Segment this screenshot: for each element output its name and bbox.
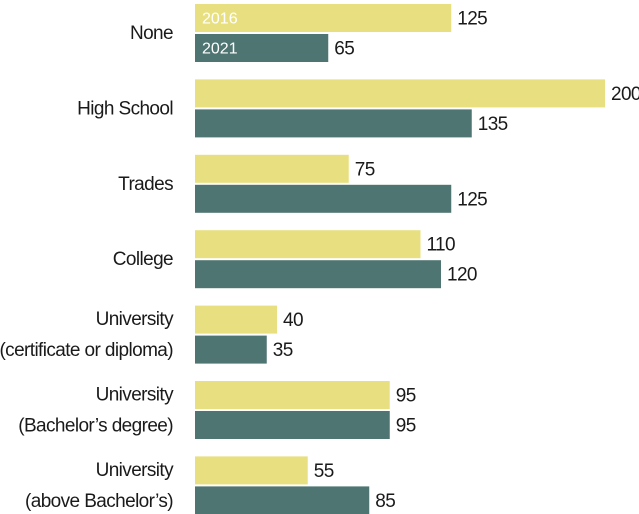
category-label: College	[113, 249, 173, 270]
value-label: 120	[447, 265, 477, 286]
category-label: None	[130, 23, 173, 44]
bar-2016	[195, 230, 421, 259]
category-label: University (Bachelor’s degree)	[18, 384, 174, 436]
value-label: 95	[396, 416, 416, 437]
bar-2021	[195, 335, 267, 364]
value-label: 110	[427, 235, 456, 256]
category-label-line: University	[96, 384, 175, 405]
bar-2016	[195, 4, 452, 32]
category-label-line: (above Bachelor’s)	[25, 490, 173, 511]
category-label-line: High School	[77, 98, 173, 119]
value-label: 135	[478, 114, 508, 135]
value-label: 95	[396, 386, 416, 407]
category-label-line: University	[96, 309, 175, 330]
value-label: 125	[457, 189, 487, 210]
legend-label-2016: 2016	[202, 11, 238, 28]
category-label-line: College	[113, 249, 173, 270]
value-label: 55	[314, 461, 334, 482]
bar-2021	[195, 411, 390, 439]
value-label: 200	[611, 84, 639, 105]
category-label-line: University	[96, 459, 175, 480]
category-label-line: (certificate or diploma)	[0, 340, 173, 361]
value-label: 75	[355, 159, 375, 180]
bar-2016	[195, 79, 605, 108]
bar-2016	[195, 154, 349, 183]
value-label: 35	[273, 340, 293, 361]
bar-2021	[195, 184, 452, 213]
category-label: University (certificate or diploma)	[0, 309, 174, 361]
bar-2021	[195, 260, 441, 289]
category-label-line: (Bachelor’s degree)	[18, 415, 173, 436]
value-label: 85	[375, 491, 395, 512]
category-label: High School	[77, 98, 173, 119]
bar-2016	[195, 381, 390, 409]
bar-2016	[195, 305, 277, 334]
bar-2021	[195, 486, 370, 514]
bar-2016	[195, 456, 308, 485]
category-label-line: Trades	[118, 173, 173, 194]
value-label: 125	[457, 9, 487, 30]
value-label: 65	[334, 39, 354, 60]
value-label: 40	[283, 310, 303, 331]
legend-label-2021: 2021	[202, 41, 238, 58]
category-label-line: None	[130, 23, 173, 44]
category-label: University (above Bachelor’s)	[25, 459, 174, 511]
category-label: Trades	[118, 173, 173, 194]
bar-2021	[195, 109, 472, 138]
bar-2021	[195, 34, 329, 62]
